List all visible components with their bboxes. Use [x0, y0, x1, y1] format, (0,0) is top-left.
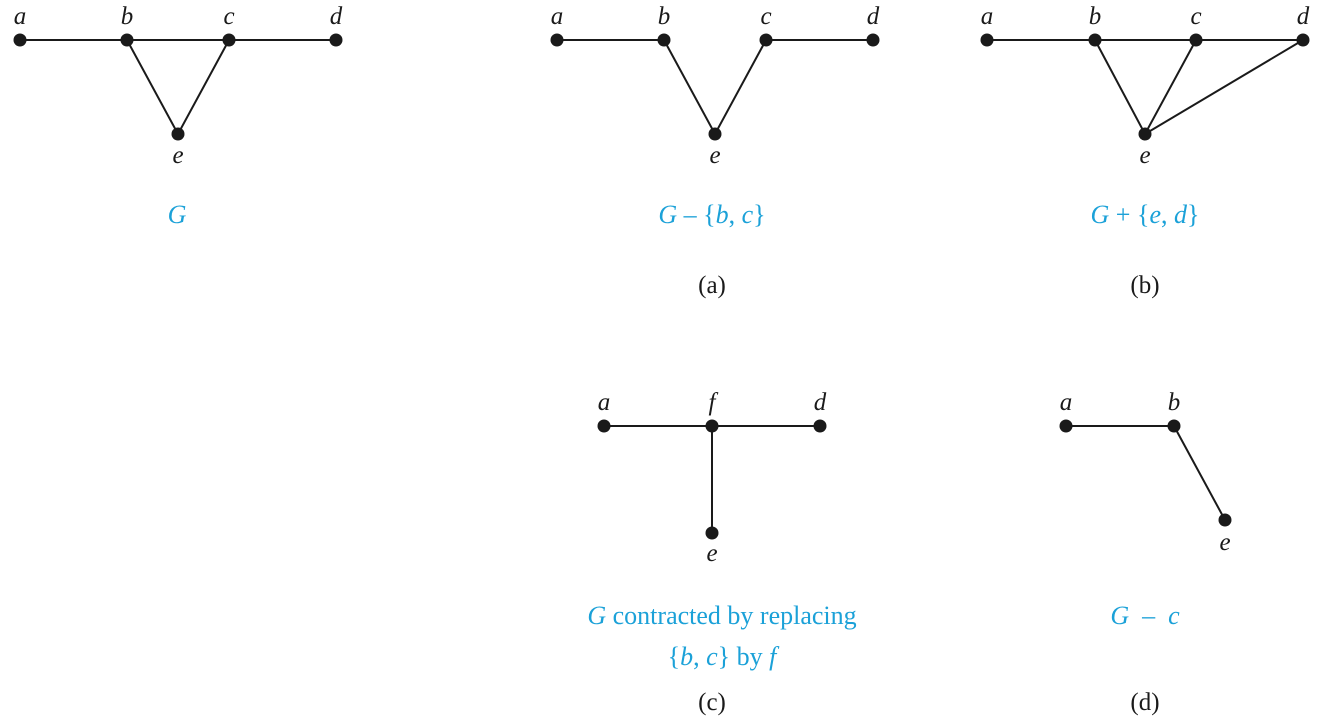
- vertex-label-c: c: [223, 3, 234, 30]
- caption-segment: ,: [1161, 200, 1174, 229]
- graph-G: a b c d e G: [13, 3, 343, 229]
- vertex-a: [550, 33, 564, 47]
- edge-b-e: [663, 39, 716, 135]
- vertex-b: [120, 33, 134, 47]
- graph-caption: G – c: [1110, 601, 1180, 630]
- panel-sublabel: (a): [698, 272, 726, 299]
- vertex-e: [1218, 513, 1232, 527]
- vertex-label-e: e: [709, 142, 720, 169]
- vertex-f: [705, 419, 719, 433]
- vertex-label-d: d: [1297, 3, 1310, 30]
- vertex-a: [13, 33, 27, 47]
- vertex-c: [759, 33, 773, 47]
- caption-segment: c: [742, 200, 754, 229]
- vertex-label-e: e: [1219, 529, 1230, 556]
- vertex-label-d: d: [330, 3, 343, 30]
- edge-b-e: [1173, 425, 1226, 521]
- vertex-d: [813, 419, 827, 433]
- vertex-d: [329, 33, 343, 47]
- caption-segment: contracted by replacing: [606, 601, 857, 630]
- edge-b-e: [1094, 39, 1146, 135]
- vertex-b: [1088, 33, 1102, 47]
- graph-c: a f d e G contracted by replacing {b, c} by f…: [587, 389, 856, 716]
- vertex-label-e: e: [172, 142, 183, 169]
- edge-c-e: [714, 39, 767, 135]
- edge-c-e: [1144, 39, 1197, 135]
- vertex-e: [1138, 127, 1152, 141]
- caption-segment: }: [753, 200, 765, 229]
- vertex-b: [657, 33, 671, 47]
- vertex-c: [1189, 33, 1203, 47]
- vertex-e: [171, 127, 185, 141]
- vertex-label-e: e: [1139, 142, 1150, 169]
- caption-segment: – {: [677, 200, 715, 229]
- caption-segment: G: [1110, 601, 1129, 630]
- vertex-label-e: e: [706, 540, 717, 567]
- caption-segment: G: [658, 200, 677, 229]
- graph-caption: G – {b, c}: [658, 200, 765, 229]
- vertex-a: [1059, 419, 1073, 433]
- caption-segment: f: [769, 642, 780, 671]
- vertex-c: [222, 33, 236, 47]
- panel-sublabel: (b): [1130, 272, 1159, 299]
- graph-a: a b c deG – {b, c}(a): [550, 3, 880, 299]
- vertex-label-d: d: [867, 3, 880, 30]
- edge-e-d: [1144, 39, 1304, 135]
- vertex-b: [1167, 419, 1181, 433]
- caption-segment: c: [706, 642, 718, 671]
- caption-segment: G: [1091, 200, 1110, 229]
- vertex-label-a: a: [14, 3, 27, 30]
- caption-segment: G: [587, 601, 606, 630]
- vertex-a: [980, 33, 994, 47]
- graph-caption: {b, c} by f: [668, 642, 781, 671]
- vertex-label-c: c: [1190, 3, 1201, 30]
- vertex-label-b: b: [658, 3, 671, 30]
- caption-segment: d: [1174, 200, 1188, 229]
- graph-d: a b e G – c (d): [1059, 389, 1232, 716]
- caption-segment: e: [1149, 200, 1161, 229]
- caption-segment: ,: [693, 642, 706, 671]
- caption-segment: }: [1187, 200, 1199, 229]
- caption-segment: c: [1168, 601, 1180, 630]
- caption-segment: } by: [718, 642, 769, 671]
- edge-b-e: [126, 39, 179, 135]
- vertex-label-a: a: [1060, 389, 1073, 416]
- vertex-label-d: d: [814, 389, 827, 416]
- graph-b: a b c deG + {e, d}(b): [980, 3, 1310, 299]
- panel-sublabel: (d): [1130, 689, 1159, 716]
- vertex-label-b: b: [1089, 3, 1102, 30]
- panel-sublabel: (c): [698, 689, 726, 716]
- vertex-label-f: f: [709, 389, 719, 416]
- vertex-label-b: b: [121, 3, 134, 30]
- vertex-label-a: a: [551, 3, 564, 30]
- vertex-label-a: a: [981, 3, 994, 30]
- vertex-a: [597, 419, 611, 433]
- graph-caption: G: [168, 200, 187, 229]
- graph-caption: G contracted by replacing: [587, 601, 856, 630]
- vertex-d: [1296, 33, 1310, 47]
- caption-segment: b: [716, 200, 729, 229]
- caption-segment: G: [168, 200, 187, 229]
- caption-segment: {: [668, 642, 680, 671]
- graph-caption: G + {e, d}: [1091, 200, 1200, 229]
- caption-segment: ,: [729, 200, 742, 229]
- vertex-d: [866, 33, 880, 47]
- caption-segment: –: [1129, 601, 1168, 630]
- caption-segment: b: [680, 642, 693, 671]
- edge-c-e: [177, 39, 230, 135]
- vertex-label-b: b: [1168, 389, 1181, 416]
- vertex-label-c: c: [760, 3, 771, 30]
- vertex-e: [708, 127, 722, 141]
- caption-segment: + {: [1109, 200, 1149, 229]
- vertex-label-a: a: [598, 389, 611, 416]
- vertex-e: [705, 526, 719, 540]
